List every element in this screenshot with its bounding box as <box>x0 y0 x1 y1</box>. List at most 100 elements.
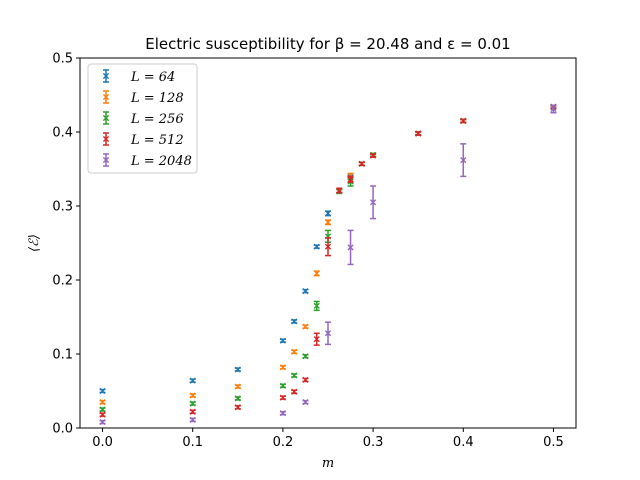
legend-marker <box>102 135 110 143</box>
x-axis-label: m <box>322 456 334 471</box>
y-tick-label: 0.0 <box>52 422 73 437</box>
x-marker <box>189 416 196 423</box>
data-point <box>313 270 320 277</box>
data-point <box>313 332 320 346</box>
y-tick-label: 0.5 <box>52 52 73 67</box>
legend-marker <box>102 156 110 164</box>
x-marker <box>279 410 287 417</box>
x-marker <box>347 176 354 183</box>
series-4 <box>99 104 557 426</box>
data-point <box>291 372 298 379</box>
legend-label: L = 512 <box>130 133 184 148</box>
x-marker <box>279 394 287 401</box>
x-marker <box>313 270 320 277</box>
x-tick-label: 0.2 <box>273 435 294 450</box>
data-point <box>291 388 298 395</box>
x-marker <box>302 288 309 295</box>
x-marker <box>234 404 241 411</box>
legend-entry: L = 256 <box>102 111 184 127</box>
data-point <box>234 404 241 411</box>
x-marker <box>313 336 320 343</box>
x-marker <box>291 372 298 379</box>
y-tick-label: 0.1 <box>52 348 73 363</box>
x-marker <box>234 366 241 373</box>
data-point <box>302 323 309 330</box>
x-tick-label: 0.5 <box>543 435 564 450</box>
axis-ticks: 0.0 0.1 0.2 0.3 0.4 0.5 0.0 0.1 0.2 0.3 0.4 0.5 <box>52 52 563 451</box>
legend-entry: L = 512 <box>102 132 184 148</box>
x-marker <box>99 418 106 426</box>
series-3 <box>99 103 557 418</box>
data-point <box>189 392 196 399</box>
data-point <box>99 387 106 395</box>
y-tick-label: 0.3 <box>52 200 73 215</box>
x-marker <box>313 302 320 309</box>
data-point <box>347 175 354 184</box>
data-point <box>460 143 467 178</box>
data-point <box>302 399 309 406</box>
data-point <box>358 160 365 167</box>
legend-box <box>87 63 198 174</box>
data-point <box>369 185 377 220</box>
legend-marker <box>102 72 110 80</box>
data-point <box>336 187 343 194</box>
data-point <box>189 400 196 407</box>
data-point <box>302 288 309 295</box>
y-tick-label: 0.4 <box>52 126 73 141</box>
x-marker <box>99 411 106 418</box>
legend-label: L = 2048 <box>130 154 192 169</box>
data-point <box>324 219 332 226</box>
x-marker <box>234 395 241 402</box>
x-marker <box>347 244 354 251</box>
data-point <box>324 237 332 257</box>
data-point <box>189 377 196 384</box>
x-marker <box>99 387 106 395</box>
x-marker <box>302 323 309 330</box>
x-tick-label: 0.1 <box>182 435 203 450</box>
y-tick-label: 0.2 <box>52 274 73 289</box>
x-marker <box>415 130 422 137</box>
x-marker <box>324 219 332 226</box>
x-marker <box>550 105 557 113</box>
x-marker <box>189 377 196 384</box>
x-marker <box>369 199 377 206</box>
data-point <box>189 408 196 415</box>
data-point <box>234 395 241 402</box>
x-marker <box>189 408 196 415</box>
data-point <box>279 337 287 344</box>
x-marker <box>291 348 298 355</box>
x-tick-label: 0.3 <box>363 435 384 450</box>
x-marker <box>302 353 309 360</box>
data-point <box>302 353 309 360</box>
y-axis-label: ⟨ℰ⟩ <box>27 234 42 252</box>
legend: L = 64 L = 128 L = 256 L = 512 L = 2048 <box>87 63 198 174</box>
data-point <box>99 406 106 413</box>
x-tick-label: 0.0 <box>92 435 113 450</box>
data-point <box>347 229 354 266</box>
x-marker <box>189 392 196 399</box>
x-marker <box>291 388 298 395</box>
data-point <box>99 411 106 418</box>
data-point <box>234 383 241 390</box>
x-marker <box>302 376 309 383</box>
data-point <box>415 130 422 137</box>
data-point <box>324 321 332 346</box>
legend-marker <box>102 93 110 101</box>
data-point <box>234 366 241 373</box>
legend-label: L = 256 <box>130 112 184 127</box>
x-marker <box>99 406 106 413</box>
legend-label: L = 128 <box>130 91 184 106</box>
data-point <box>99 399 106 406</box>
x-marker <box>302 399 309 406</box>
x-marker <box>279 364 287 371</box>
data-point <box>291 318 298 325</box>
legend-label: L = 64 <box>130 70 175 85</box>
data-point <box>291 348 298 355</box>
x-marker <box>358 160 365 167</box>
x-marker <box>460 157 467 164</box>
data-point <box>313 243 320 250</box>
data-point <box>324 210 332 217</box>
data-point <box>369 152 377 159</box>
legend-entry: L = 64 <box>102 69 175 85</box>
